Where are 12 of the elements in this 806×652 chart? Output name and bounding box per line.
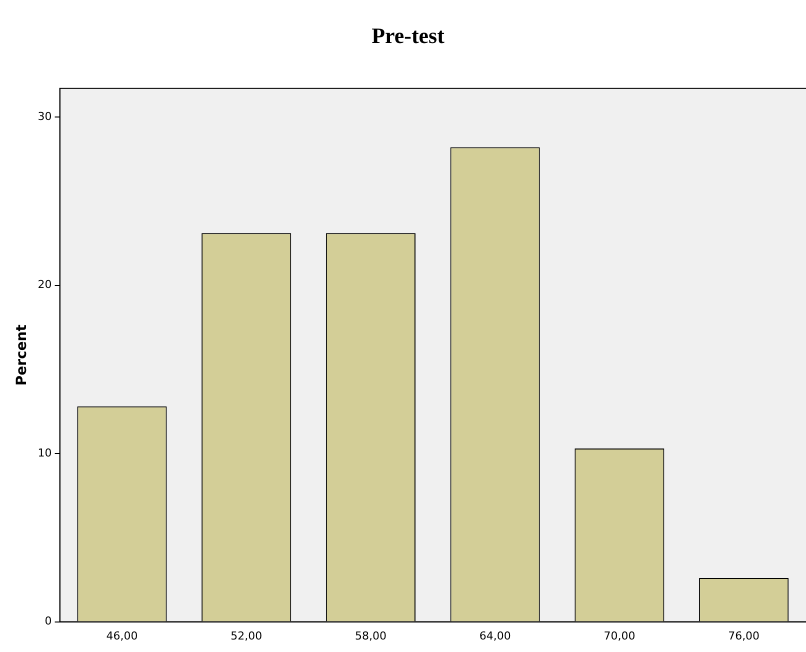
y-tick-label: 0 bbox=[44, 614, 52, 628]
y-tick-label: 10 bbox=[38, 446, 52, 460]
x-tick-label: 76,00 bbox=[728, 629, 760, 642]
chart-title: Pre-test bbox=[372, 22, 446, 48]
x-tick-label: 70,00 bbox=[604, 629, 636, 642]
x-tick-label: 58,00 bbox=[354, 629, 386, 642]
y-tick-label: 30 bbox=[38, 110, 52, 123]
x-tick-label: 46,00 bbox=[106, 629, 138, 642]
y-axis-title: Percent bbox=[14, 324, 30, 386]
x-tick-label: 64,00 bbox=[479, 629, 511, 642]
y-tick-label: 20 bbox=[38, 278, 52, 292]
x-tick-label: 52,00 bbox=[230, 629, 262, 642]
